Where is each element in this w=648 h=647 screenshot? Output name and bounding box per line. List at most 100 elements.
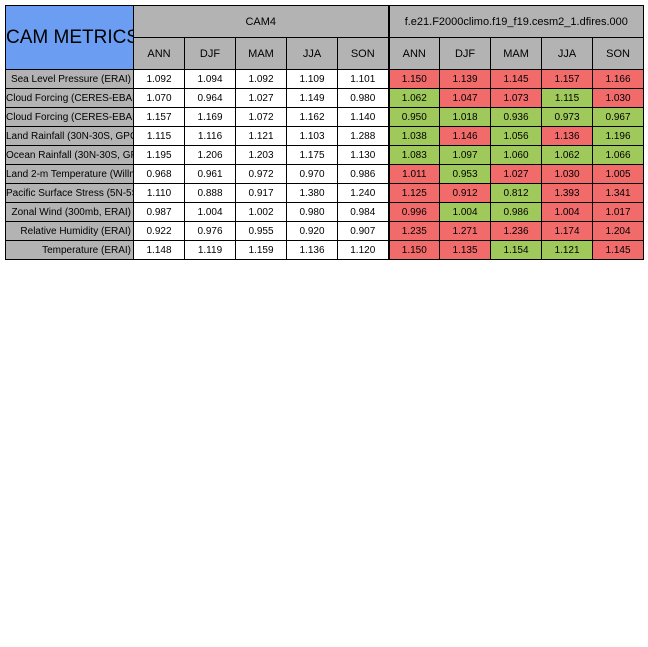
table-title: CAM METRICS (5, 5, 134, 70)
test-value-cell: 1.146 (439, 126, 492, 146)
test-value-cell: 1.174 (541, 221, 594, 241)
row-label: Pacific Surface Stress (5N-5S,ERAI) (5, 183, 134, 203)
test-value-cell: 1.027 (490, 164, 543, 184)
test-value-cell: 0.953 (439, 164, 492, 184)
test-value-cell: 1.196 (592, 126, 645, 146)
test-value-cell: 1.166 (592, 69, 645, 89)
cam4-value-cell: 0.984 (336, 202, 390, 222)
test-value-cell: 1.271 (439, 221, 492, 241)
test-value-cell: 1.017 (592, 202, 645, 222)
row-label: Sea Level Pressure (ERAI) (5, 69, 134, 89)
test-value-cell: 1.004 (439, 202, 492, 222)
test-value-cell: 1.005 (592, 164, 645, 184)
cam4-value-cell: 0.961 (184, 164, 236, 184)
row-label-text: Pacific Surface Stress (5N-5S,ERAI) (6, 187, 133, 199)
cam4-value-cell: 1.149 (286, 88, 338, 108)
cam4-value-cell: 0.888 (184, 183, 236, 203)
cam4-value-cell: 1.195 (133, 145, 185, 165)
cam4-value-cell: 1.070 (133, 88, 185, 108)
cam4-value-cell: 1.206 (184, 145, 236, 165)
cam4-value-cell: 1.148 (133, 240, 185, 260)
cam4-value-cell: 0.917 (235, 183, 287, 203)
cam4-value-cell: 1.115 (133, 126, 185, 146)
test-value-cell: 1.066 (592, 145, 645, 165)
test-value-cell: 1.139 (439, 69, 492, 89)
season-header-cam4-jja: JJA (286, 37, 338, 70)
test-value-cell: 1.018 (439, 107, 492, 127)
cam4-value-cell: 1.136 (286, 240, 338, 260)
table-row: Land Rainfall (30N-30S, GPCP) 1.115 1.116 1… (5, 126, 645, 146)
table-row: Cloud Forcing (CERES-EBAF) 1.157 1.169 1.07… (5, 107, 645, 127)
row-label-text: Zonal Wind (300mb, ERAI) (11, 206, 132, 218)
test-value-cell: 1.004 (541, 202, 594, 222)
cam4-value-cell: 0.920 (286, 221, 338, 241)
cam4-value-cell: 1.121 (235, 126, 287, 146)
cam4-value-cell: 1.130 (336, 145, 390, 165)
cam4-value-cell: 0.972 (235, 164, 287, 184)
cam4-value-cell: 0.955 (235, 221, 287, 241)
test-value-cell: 0.950 (387, 107, 441, 127)
test-value-cell: 1.083 (387, 145, 441, 165)
cam4-value-cell: 0.987 (133, 202, 185, 222)
row-label: Temperature (ERAI) (5, 240, 134, 260)
table-row: Relative Humidity (ERAI) 0.922 0.976 0.955 0… (5, 221, 645, 241)
test-value-cell: 1.150 (387, 69, 441, 89)
cam4-value-cell: 1.203 (235, 145, 287, 165)
test-value-cell: 1.011 (387, 164, 441, 184)
test-value-cell: 1.056 (490, 126, 543, 146)
cam4-value-cell: 1.002 (235, 202, 287, 222)
cam4-value-cell: 0.986 (336, 164, 390, 184)
season-header-test-jja: JJA (541, 37, 594, 70)
season-header-cam4-djf: DJF (184, 37, 236, 70)
season-header-test-ann: ANN (387, 37, 441, 70)
season-header-test-son: SON (592, 37, 645, 70)
row-label-text: Land Rainfall (30N-30S, GPCP) (6, 130, 134, 142)
cam4-value-cell: 1.004 (184, 202, 236, 222)
cam4-value-cell: 1.027 (235, 88, 287, 108)
cam4-value-cell: 0.970 (286, 164, 338, 184)
cam4-value-cell: 1.380 (286, 183, 338, 203)
row-label: Zonal Wind (300mb, ERAI) (5, 202, 134, 222)
group-header-row: CAM METRICS CAM4 f.e21.F2000climo.f19_f1… (5, 5, 645, 70)
test-value-cell: 1.150 (387, 240, 441, 260)
test-value-cell: 1.135 (439, 240, 492, 260)
cam4-value-cell: 1.109 (286, 69, 338, 89)
cam4-value-cell: 1.157 (133, 107, 185, 127)
cam4-value-cell: 1.101 (336, 69, 390, 89)
cam4-value-cell: 1.175 (286, 145, 338, 165)
cam4-value-cell: 1.169 (184, 107, 236, 127)
test-value-cell: 0.986 (490, 202, 543, 222)
table-row: Ocean Rainfall (30N-30S, GPCP)1.1951.206… (5, 145, 645, 165)
season-header-cam4-ann: ANN (133, 37, 185, 70)
cam4-value-cell: 0.976 (184, 221, 236, 241)
row-label: Cloud Forcing (CERES-EBAF) (5, 88, 134, 108)
group-header-test: f.e21.F2000climo.f19_f19.cesm2_1.dfires.… (387, 5, 645, 38)
cam4-value-cell: 1.159 (235, 240, 287, 260)
cam4-value-cell: 1.140 (336, 107, 390, 127)
row-label-text: Temperature (ERAI) (42, 244, 131, 256)
cam4-value-cell: 1.240 (336, 183, 390, 203)
cam4-value-cell: 1.116 (184, 126, 236, 146)
test-value-cell: 1.145 (592, 240, 645, 260)
cam4-value-cell: 1.162 (286, 107, 338, 127)
test-value-cell: 1.136 (541, 126, 594, 146)
row-label: Land Rainfall (30N-30S, GPCP) (5, 126, 134, 146)
cam4-value-cell: 0.980 (286, 202, 338, 222)
test-value-cell: 0.812 (490, 183, 543, 203)
cam4-value-cell: 1.092 (235, 69, 287, 89)
test-value-cell: 0.973 (541, 107, 594, 127)
group-header-cam4: CAM4 (132, 5, 390, 38)
cam4-value-cell: 1.120 (336, 240, 390, 260)
cam4-value-cell: 1.072 (235, 107, 287, 127)
test-value-cell: 0.996 (387, 202, 441, 222)
test-value-cell: 1.062 (387, 88, 441, 108)
row-label: Cloud Forcing (CERES-EBAF) (5, 107, 134, 127)
cam4-value-cell: 1.110 (133, 183, 185, 203)
cam4-value-cell: 1.288 (336, 126, 390, 146)
row-label: Ocean Rainfall (30N-30S, GPCP) (5, 145, 134, 165)
test-value-cell: 0.912 (439, 183, 492, 203)
test-value-cell: 1.030 (541, 164, 594, 184)
table-body: Sea Level Pressure (ERAI) 1.092 1.094 1.092… (5, 69, 645, 260)
test-value-cell: 1.157 (541, 69, 594, 89)
season-header-test-mam: MAM (490, 37, 543, 70)
